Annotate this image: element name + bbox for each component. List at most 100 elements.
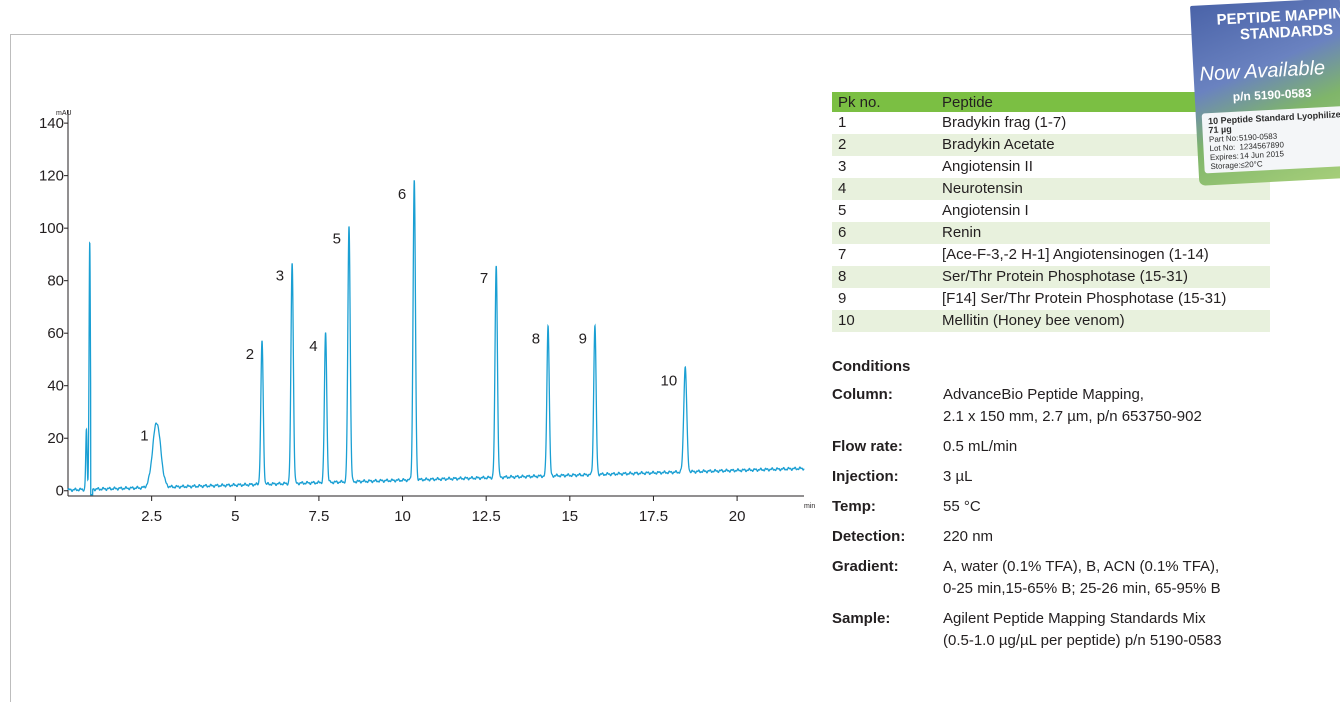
chart-axes	[67, 110, 804, 497]
condition-row: Detection: 220 nm	[832, 526, 1302, 548]
table-row: 7 [Ace-F-3,-2 H-1] Angiotensinogen (1-14)	[832, 244, 1270, 266]
condition-value: A, water (0.1% TFA), B, ACN (0.1% TFA), 0…	[943, 556, 1302, 600]
y-tick-label: 20	[47, 430, 64, 447]
col-header-peptide: Peptide	[936, 92, 1270, 112]
x-tick-label: 7.5	[308, 508, 329, 525]
condition-key: Gradient:	[832, 558, 899, 575]
condition-value: Agilent Peptide Mapping Standards Mix (0.…	[943, 608, 1302, 652]
conditions-list: Column: AdvanceBio Peptide Mapping, 2.1 x …	[832, 384, 1302, 660]
peptide-cell: Ser/Thr Protein Phosphotase (15-31)	[936, 266, 1270, 288]
condition-value-line: 2.1 x 150 mm, 2.7 µm, p/n 653750-902	[943, 408, 1202, 425]
badge-now-available: Now Available	[1199, 57, 1326, 86]
x-tick-label: 2.5	[141, 508, 162, 525]
peak-label: 6	[398, 186, 406, 203]
badge-label-rows: Part No: 5190-0583 Lot No: 1234567890 Expire…	[1209, 127, 1340, 172]
frame-top-border	[10, 34, 1210, 35]
peak-label: 7	[480, 270, 488, 287]
y-tick-label: 60	[47, 325, 64, 342]
condition-value: 55 °C	[943, 496, 1302, 518]
peptide-cell: Angiotensin II	[942, 158, 1033, 175]
peptide-cell: [Ace-F-3,-2 H-1] Angiotensinogen (1-14)	[942, 246, 1209, 263]
x-tick-label: 17.5	[639, 508, 668, 525]
table-row: 1 Bradykin frag (1-7)	[832, 112, 1270, 134]
peak-label: 5	[333, 231, 341, 248]
peptide-cell: Angiotensin I	[942, 202, 1029, 219]
peak-label: 8	[532, 330, 540, 347]
peak-labels: 1 2 3 4 5 6 7 8 9 10	[140, 186, 677, 445]
peptide-cell: Bradykin Acetate	[936, 134, 1270, 156]
peptide-cell: Renin	[936, 222, 1270, 244]
peptide-table-header: Pk no. Peptide	[832, 92, 1270, 112]
peptide-cell: Mellitin (Honey bee venom)	[936, 310, 1270, 332]
condition-row: Gradient: A, water (0.1% TFA), B, ACN (0.…	[832, 556, 1302, 600]
x-tick-label: 15	[561, 508, 578, 525]
condition-row: Sample: Agilent Peptide Mapping Standards…	[832, 608, 1302, 652]
badge-part-number: p/n 5190-0583	[1232, 85, 1312, 104]
condition-row: Column: AdvanceBio Peptide Mapping, 2.1 x …	[832, 384, 1302, 428]
x-tick-label: 20	[729, 508, 746, 525]
condition-value-line: 0.5 mL/min	[943, 438, 1018, 455]
condition-value-line: 0-25 min,15-65% B; 25-26 min, 65-95% B	[943, 580, 1221, 597]
pk-no-cell: 5	[838, 202, 847, 219]
pk-no-cell: 10	[832, 310, 936, 332]
pk-no-cell: 7	[838, 246, 847, 263]
peptide-cell: [F14] Ser/Thr Protein Phosphotase (15-31…	[942, 290, 1227, 307]
y-tick-label: 0	[56, 483, 64, 500]
condition-value-line: (0.5-1.0 µg/µL per peptide) p/n 5190-058…	[943, 632, 1222, 649]
x-axis-unit-label: min	[804, 503, 815, 510]
x-tick-label: 12.5	[472, 508, 501, 525]
condition-row: Injection: 3 µL	[832, 466, 1302, 488]
pk-no-cell: 6	[832, 222, 936, 244]
peak-label: 10	[661, 372, 678, 389]
table-row: 10 Mellitin (Honey bee venom)	[832, 310, 1270, 332]
conditions-title: Conditions	[832, 358, 911, 375]
condition-value-line: Agilent Peptide Mapping Standards Mix	[943, 610, 1206, 627]
chromatogram-chart: 2.5 5 7.5 10 12.5 15 17.5 20020406080100120140 …	[39, 110, 815, 525]
condition-value-line: 55 °C	[943, 498, 981, 515]
y-tick-label: 120	[39, 168, 64, 185]
table-row: 9 [F14] Ser/Thr Protein Phosphotase (15-3…	[832, 288, 1270, 310]
badge-vial-label: 10 Peptide Standard Lyophilized 71 µg Pa…	[1201, 105, 1340, 174]
pk-no-cell: 3	[838, 158, 847, 175]
condition-row: Flow rate: 0.5 mL/min	[832, 436, 1302, 458]
y-tick-label: 40	[47, 378, 64, 395]
table-row: 8 Ser/Thr Protein Phosphotase (15-31)	[832, 266, 1270, 288]
pk-no-cell: 2	[832, 134, 936, 156]
pk-no-cell: 1	[838, 114, 847, 131]
peptide-table: Pk no. Peptide 1 Bradykin frag (1-7) 2 Brad…	[832, 92, 1270, 332]
x-tick-label: 5	[231, 508, 239, 525]
condition-key: Temp:	[832, 498, 876, 515]
y-tick-label: 100	[39, 220, 64, 237]
peptide-cell: Neurotensin	[936, 178, 1270, 200]
table-row: 4 Neurotensin	[832, 178, 1270, 200]
badge-label-key: Storage:	[1210, 160, 1241, 172]
chromatogram-trace	[67, 180, 805, 496]
peak-label: 9	[579, 330, 587, 347]
peak-label: 1	[140, 427, 148, 444]
condition-row: Temp: 55 °C	[832, 496, 1302, 518]
peak-label: 4	[309, 338, 317, 355]
y-tick-label: 140	[39, 115, 64, 132]
pk-no-cell: 4	[832, 178, 936, 200]
pk-no-cell: 9	[838, 290, 847, 307]
condition-key: Column:	[832, 386, 893, 403]
condition-value-line: A, water (0.1% TFA), B, ACN (0.1% TFA),	[943, 558, 1220, 575]
condition-value-line: 220 nm	[943, 528, 994, 545]
col-header-pk-no: Pk no.	[832, 92, 936, 112]
pk-no-cell: 8	[832, 266, 936, 288]
x-tick-label: 10	[394, 508, 411, 525]
peak-label: 2	[246, 346, 254, 363]
y-axis-unit-label: mAU	[56, 110, 72, 117]
condition-value-line: 3 µL	[943, 468, 973, 485]
condition-key: Detection:	[832, 528, 906, 545]
product-badge: PEPTIDE MAPPING STANDARDS Now Available …	[1190, 0, 1340, 186]
condition-value-line: AdvanceBio Peptide Mapping,	[943, 386, 1144, 403]
condition-value: 220 nm	[943, 526, 1302, 548]
table-row: 3 Angiotensin II	[832, 156, 1270, 178]
condition-key: Sample:	[832, 610, 891, 627]
peak-label: 3	[276, 267, 284, 284]
condition-key: Flow rate:	[832, 438, 903, 455]
peptide-table-body: 1 Bradykin frag (1-7) 2 Bradykin Acetate 3 An…	[832, 112, 1270, 332]
table-row: 2 Bradykin Acetate	[832, 134, 1270, 156]
